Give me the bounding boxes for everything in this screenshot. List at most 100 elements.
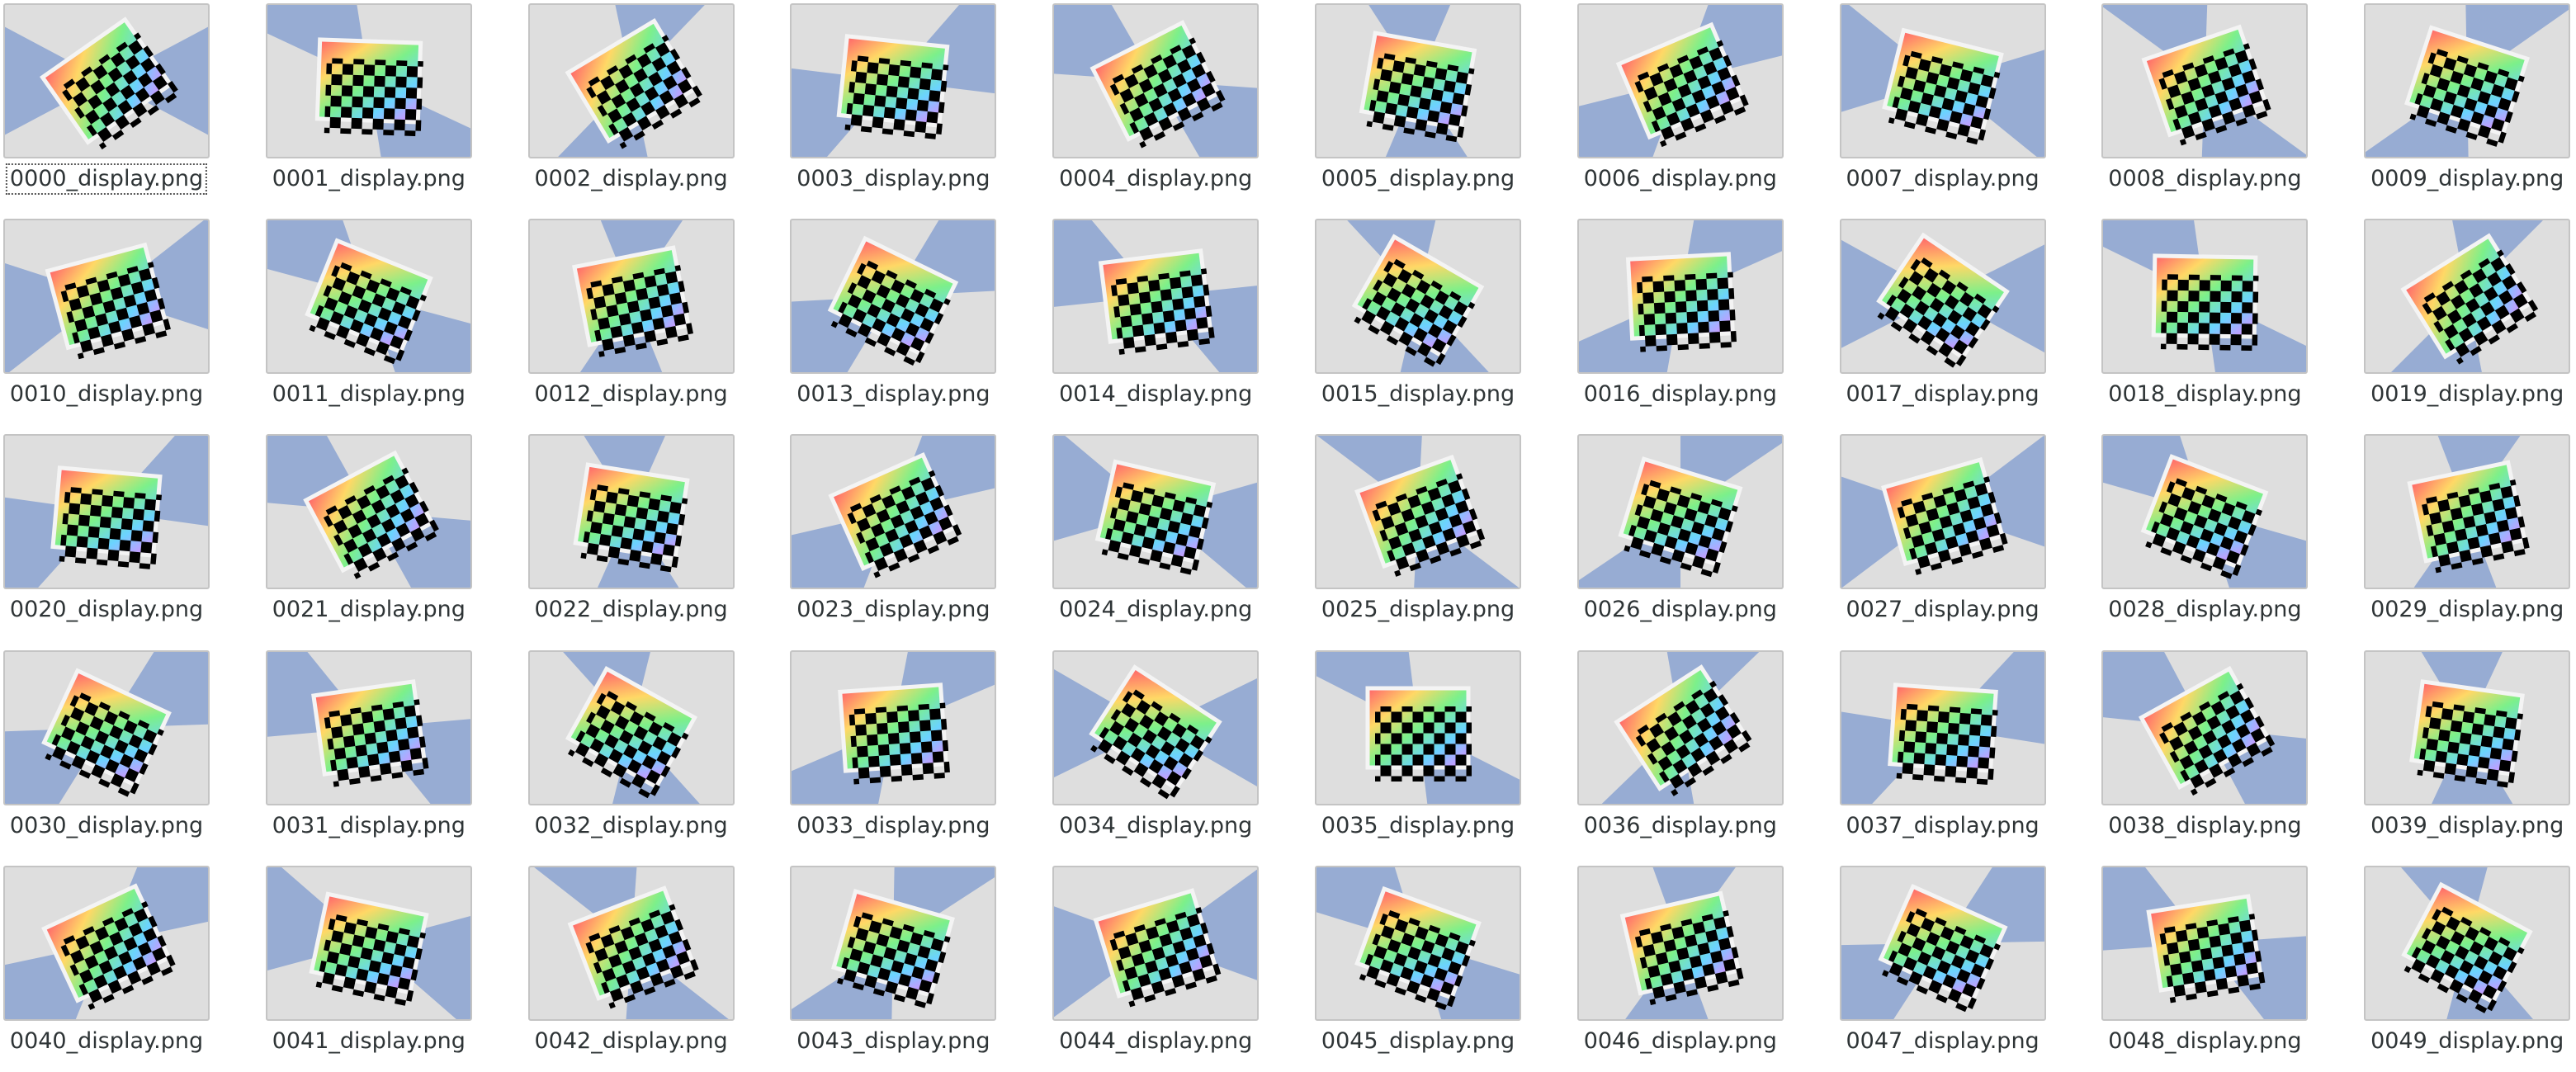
file-item[interactable]: 0046_display.png: [1576, 865, 1784, 1072]
thumbnail-image: [267, 651, 470, 804]
file-item[interactable]: 0027_display.png: [1839, 434, 2046, 640]
file-item[interactable]: 0018_display.png: [2101, 219, 2309, 425]
file-item[interactable]: 0007_display.png: [1839, 3, 2046, 210]
thumbnail: [2101, 219, 2309, 375]
file-name: 0005_display.png: [1321, 166, 1515, 191]
board-squares: [59, 262, 173, 360]
thumbnail-image: [792, 436, 995, 588]
file-item[interactable]: 0006_display.png: [1576, 3, 1784, 210]
thumbnail-image: [1054, 869, 1258, 1018]
board-squares: [309, 260, 427, 366]
thumbnail: [527, 434, 735, 590]
file-item[interactable]: 0013_display.png: [790, 219, 997, 425]
checkerboard: [41, 883, 178, 1010]
file-item[interactable]: 0002_display.png: [527, 3, 735, 210]
checkerboard: [1625, 252, 1737, 352]
file-name: 0023_display.png: [796, 597, 990, 623]
board-squares: [583, 35, 705, 149]
thumbnail: [3, 434, 210, 590]
file-item[interactable]: 0024_display.png: [1052, 434, 1260, 640]
file-item[interactable]: 0044_display.png: [1052, 865, 1260, 1072]
board-squares: [59, 32, 182, 150]
file-item[interactable]: 0026_display.png: [1576, 434, 1784, 640]
file-name: 0041_display.png: [272, 1027, 466, 1054]
file-item[interactable]: 0029_display.png: [2364, 434, 2571, 640]
thumbnail-image: [1619, 867, 1745, 1019]
board-squares: [1354, 256, 1476, 370]
checkerboard: [2400, 233, 2541, 365]
thumbnail: [1839, 649, 2046, 805]
thumbnail: [2101, 434, 2309, 590]
board-squares: [1636, 272, 1737, 352]
thumbnail-image: [1347, 220, 1489, 373]
file-name: 0022_display.png: [534, 597, 728, 623]
thumbnail: [265, 3, 472, 158]
file-item[interactable]: 0047_display.png: [1839, 865, 2046, 1072]
file-item[interactable]: 0033_display.png: [790, 649, 997, 857]
checkerboard: [1619, 890, 1745, 1005]
file-item[interactable]: 0001_display.png: [265, 3, 472, 210]
thumbnail: [2101, 865, 2309, 1021]
board-squares: [1632, 40, 1751, 148]
thumbnail-image: [2103, 436, 2307, 588]
file-item[interactable]: 0003_display.png: [790, 3, 997, 210]
file-item[interactable]: 0048_display.png: [2101, 865, 2309, 1072]
file-item[interactable]: 0017_display.png: [1839, 219, 2046, 425]
thumbnail-image: [1316, 436, 1520, 588]
file-item[interactable]: 0016_display.png: [1576, 219, 1784, 425]
file-item[interactable]: 0038_display.png: [2101, 649, 2309, 857]
thumbnail: [265, 434, 472, 590]
board-squares: [1888, 50, 2000, 146]
file-item[interactable]: 0041_display.png: [265, 865, 472, 1072]
file-item[interactable]: 0019_display.png: [2364, 219, 2571, 425]
file-item[interactable]: 0025_display.png: [1315, 434, 1521, 640]
thumbnail: [2364, 3, 2571, 158]
file-item[interactable]: 0037_display.png: [1839, 649, 2046, 857]
file-item[interactable]: 0021_display.png: [265, 434, 472, 640]
checkerboard: [1615, 21, 1751, 148]
file-item[interactable]: 0022_display.png: [527, 434, 735, 640]
thumbnail-image: [571, 220, 694, 373]
board-squares: [323, 698, 430, 787]
file-item[interactable]: 0028_display.png: [2101, 434, 2309, 640]
file-item[interactable]: 0032_display.png: [527, 649, 735, 857]
file-item[interactable]: 0014_display.png: [1052, 219, 1260, 425]
file-item[interactable]: 0039_display.png: [2364, 649, 2571, 857]
thumbnail: [527, 3, 735, 158]
thumbnail: [1576, 3, 1784, 158]
file-item[interactable]: 0031_display.png: [265, 649, 472, 857]
board-squares: [584, 265, 694, 357]
file-item[interactable]: 0045_display.png: [1315, 865, 1521, 1072]
thumbnail: [2364, 219, 2571, 375]
file-item[interactable]: 0049_display.png: [2364, 865, 2571, 1072]
file-item[interactable]: 0011_display.png: [265, 219, 472, 425]
file-item[interactable]: 0043_display.png: [790, 865, 997, 1072]
board-squares: [320, 467, 442, 580]
file-item[interactable]: 0008_display.png: [2101, 3, 2309, 210]
file-item[interactable]: 0035_display.png: [1315, 649, 1521, 857]
thumbnail-image: [557, 5, 705, 157]
file-item[interactable]: 0023_display.png: [790, 434, 997, 640]
file-name: 0025_display.png: [1321, 597, 1515, 623]
thumbnail-image: [2103, 5, 2307, 157]
thumbnail: [1315, 219, 1521, 375]
file-item[interactable]: 0012_display.png: [527, 219, 735, 425]
thumbnail: [1839, 865, 2046, 1021]
file-item[interactable]: 0009_display.png: [2364, 3, 2571, 210]
file-item[interactable]: 0015_display.png: [1315, 219, 1521, 425]
checkerboard: [1093, 887, 1223, 1008]
file-item[interactable]: 0000_display.png: [3, 3, 210, 210]
board-squares: [59, 486, 163, 570]
file-item[interactable]: 0034_display.png: [1052, 649, 1260, 857]
file-item[interactable]: 0004_display.png: [1052, 3, 1260, 210]
file-item[interactable]: 0036_display.png: [1576, 649, 1784, 857]
file-item[interactable]: 0030_display.png: [3, 649, 210, 857]
file-item[interactable]: 0010_display.png: [3, 219, 210, 425]
file-item[interactable]: 0005_display.png: [1315, 3, 1521, 210]
file-item[interactable]: 0040_display.png: [3, 865, 210, 1072]
thumbnail-image: [1316, 867, 1520, 1019]
thumbnail-image: [267, 220, 470, 373]
board-squares: [2145, 476, 2263, 582]
file-item[interactable]: 0020_display.png: [3, 434, 210, 640]
file-item[interactable]: 0042_display.png: [527, 865, 735, 1072]
